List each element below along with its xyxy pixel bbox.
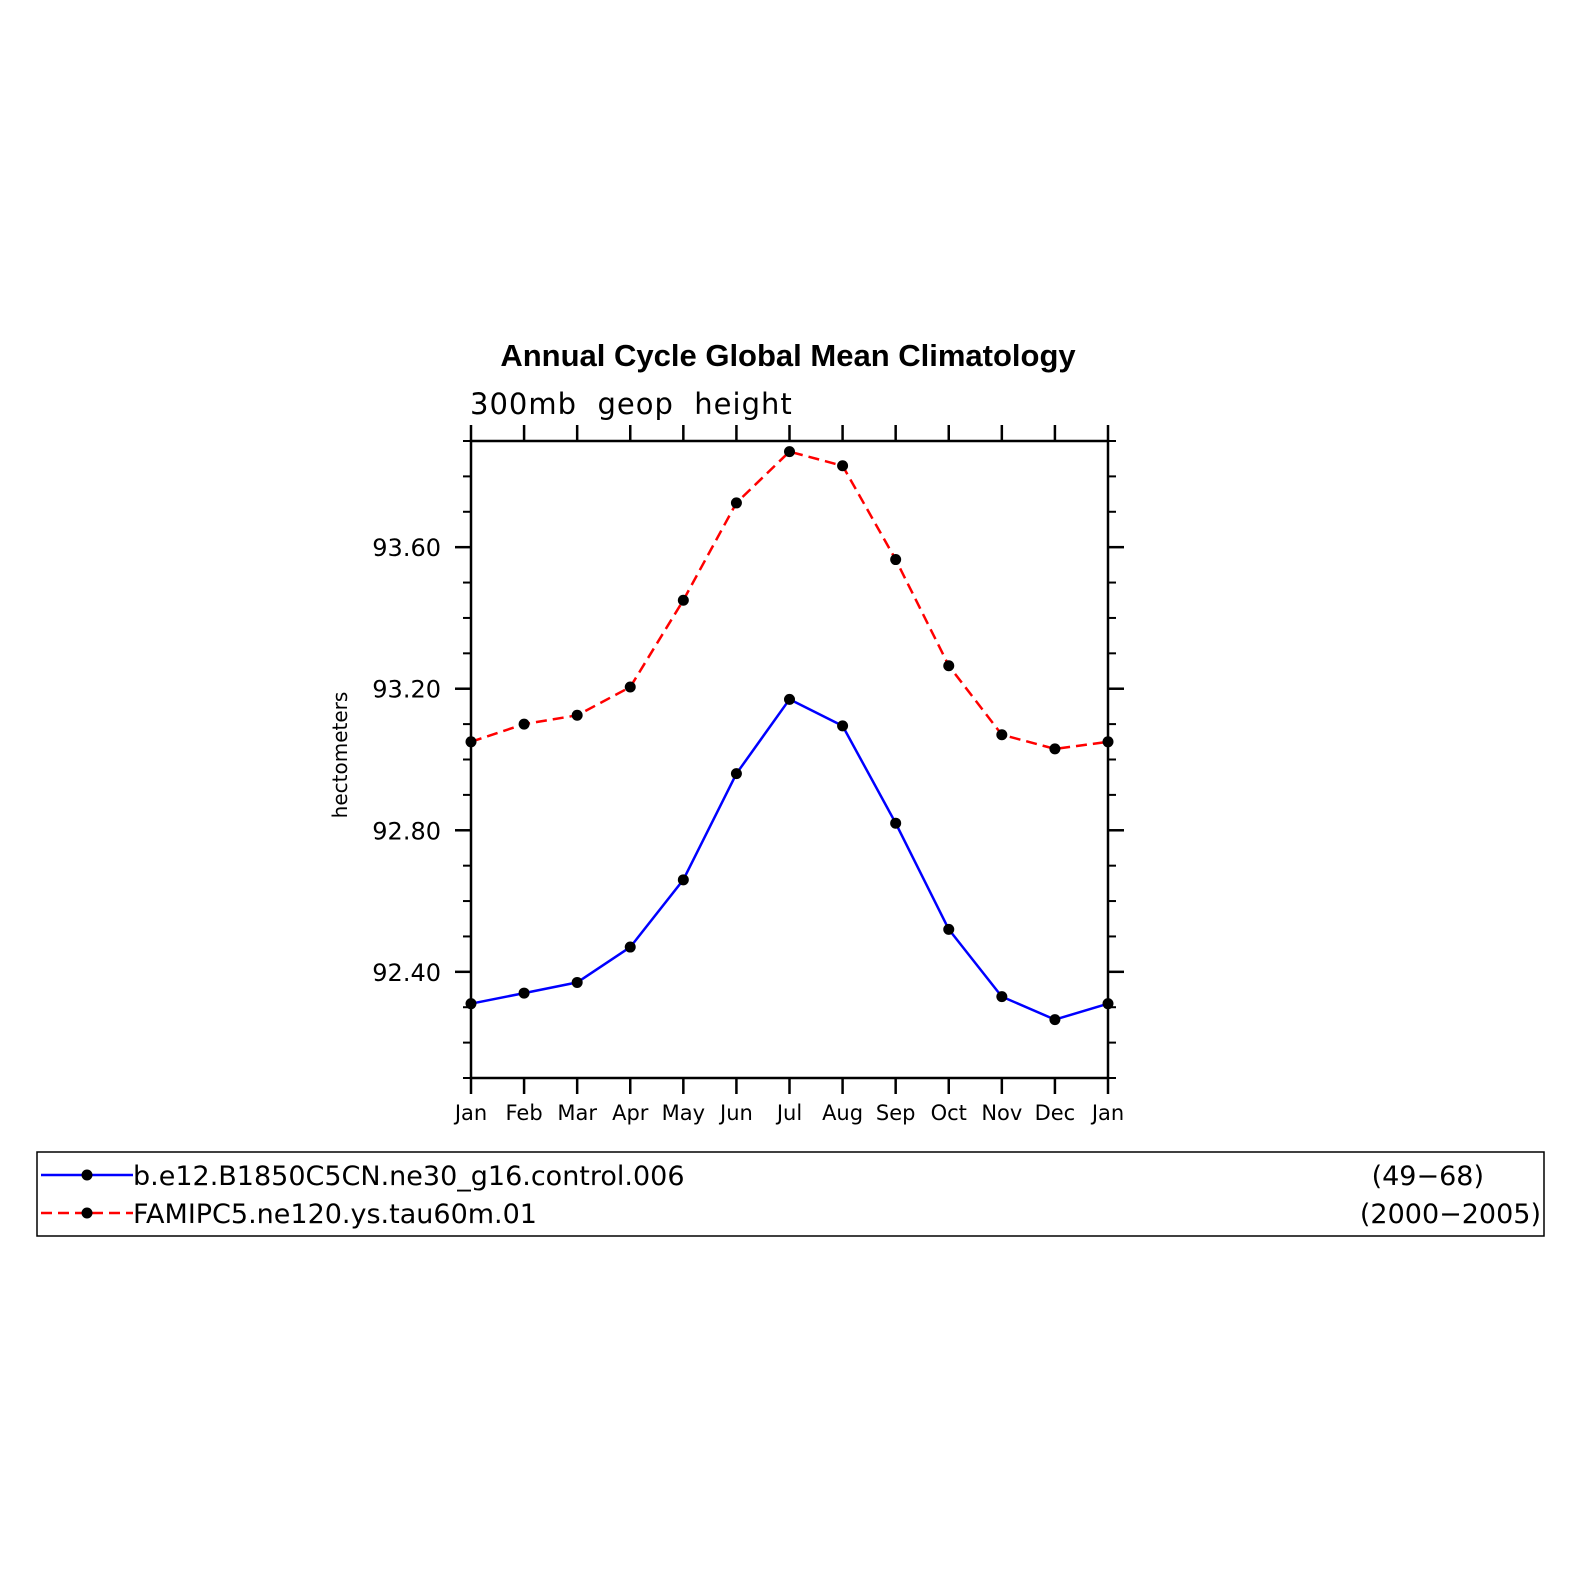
tick-labels: Jan Feb Mar Apr May Jun Jul Aug Sep Oct Nov Dec Jan 9… [372,534,1124,1125]
legend-box [36,1151,1545,1237]
x-tick-label-1: Feb [505,1101,542,1125]
x-tick-label-5: Jun [718,1101,753,1125]
series-lines [470,450,1109,1021]
x-tick-label-9: Oct [931,1101,967,1125]
x-tick-label-6: Jul [775,1101,802,1125]
y-tick-label-1: 92.80 [372,817,441,845]
series-0-point-1 [518,987,530,999]
series-1-point-9 [943,660,955,672]
y-tick-label-2: 93.20 [372,676,441,704]
plot-frame [469,439,1110,1080]
series-1-point-2 [571,709,583,721]
series-0-point-7 [837,720,849,732]
series-1-point-7 [837,460,849,472]
series-0-point-9 [943,923,955,935]
axis-ticks [455,425,1124,1094]
series-0-point-8 [890,817,902,829]
series-0-point-4 [677,874,689,886]
legend: b.e12.B1850C5CN.ne30_g16.control.006 (49… [36,1151,1545,1237]
series-0-point-6 [784,693,795,705]
series-0-point-5 [730,768,742,780]
x-tick-label-8: Sep [876,1101,916,1125]
chart-title: Annual Cycle Global Mean Climatology [500,338,1076,373]
x-tick-label-0: Jan [453,1101,487,1125]
series-1-point-8 [890,554,902,566]
x-tick-label-2: Mar [557,1101,597,1125]
x-tick-label-7: Aug [822,1101,863,1125]
series-1-point-6 [784,446,795,458]
legend-marker-1 [81,1207,93,1219]
series-0-point-11 [1049,1014,1061,1026]
y-tick-label-0: 92.40 [372,959,441,987]
series-1-point-11 [1049,743,1061,755]
x-tick-label-10: Nov [981,1101,1022,1125]
series-1-point-5 [730,497,742,509]
series-1-point-10 [996,729,1008,741]
series-0-point-10 [996,991,1008,1003]
series-line-0 [470,698,1109,1021]
legend-years-0: (49−68) [1372,1161,1484,1192]
legend-label-0: b.e12.B1850C5CN.ne30_g16.control.006 [133,1161,685,1192]
legend-years-1: (2000−2005) [1360,1199,1541,1230]
chart-subtitle: 300mb geop height [470,387,793,421]
x-tick-label-12: Jan [1090,1101,1124,1125]
y-tick-label-3: 93.60 [372,534,441,562]
series-1-point-4 [677,594,689,606]
series-0-point-3 [624,941,636,953]
x-tick-label-11: Dec [1035,1101,1076,1125]
series-points [465,446,1114,1026]
legend-marker-0 [81,1169,93,1181]
series-1-point-1 [518,718,530,730]
y-axis-label: hectometers [328,692,352,819]
legend-label-1: FAMIPC5.ne120.ys.tau60m.01 [133,1199,537,1230]
x-tick-label-3: Apr [612,1101,649,1125]
x-tick-label-4: May [662,1101,705,1125]
series-0-point-2 [571,976,583,988]
series-1-point-3 [624,681,636,693]
